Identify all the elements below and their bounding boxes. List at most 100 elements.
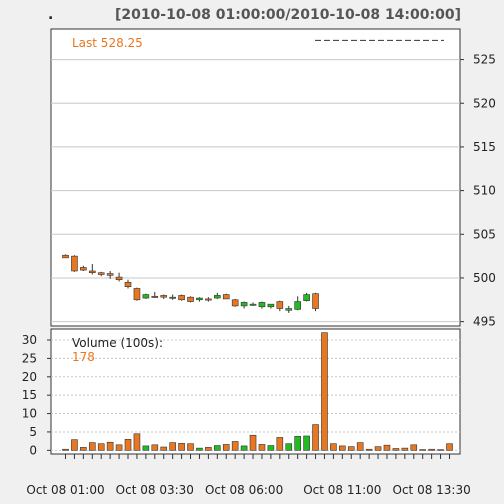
candle-body — [71, 255, 78, 272]
volume-panel — [50, 328, 461, 455]
x-tick-label: Oct 08 03:30 — [116, 483, 194, 497]
volume-bar — [401, 447, 409, 451]
candle — [142, 293, 150, 299]
volume-bar — [151, 444, 159, 451]
candle — [115, 272, 123, 282]
candle — [196, 297, 203, 302]
volume-bar — [97, 443, 105, 451]
volume-bar — [196, 447, 203, 451]
candle — [88, 263, 96, 275]
volume-bar — [71, 439, 78, 451]
volume-bar — [285, 443, 293, 451]
volume-bar — [294, 436, 301, 451]
price-tick-label: 525 — [473, 53, 496, 67]
volume-bar — [383, 444, 391, 451]
volume-bar — [124, 438, 132, 451]
x-tick-label: Oct 08 01:00 — [26, 483, 104, 497]
price-tick-label: 520 — [473, 96, 496, 110]
volume-bar — [276, 437, 284, 451]
candle — [249, 302, 257, 306]
price-tick-label: 510 — [473, 184, 496, 198]
volume-bar — [231, 441, 239, 451]
candle-body — [249, 303, 257, 306]
volume-bar — [249, 434, 257, 451]
candle-body — [303, 294, 310, 301]
candle — [285, 305, 293, 313]
volume-last-value: 178 — [72, 350, 95, 364]
candle — [240, 301, 248, 309]
volume-bar — [321, 332, 328, 451]
candle-body — [178, 295, 185, 301]
last-price-label: Last 528.25 — [72, 36, 143, 50]
volume-bar — [115, 444, 123, 451]
volume-bar — [437, 449, 444, 451]
x-tick-label: Oct 08 13:30 — [393, 483, 471, 497]
candle-body — [222, 294, 230, 300]
candle-body — [142, 294, 150, 299]
volume-bar — [267, 445, 275, 451]
volume-bar — [303, 435, 310, 451]
candle-body — [267, 303, 275, 308]
volume-tick-label: 10 — [22, 407, 37, 421]
candle — [124, 279, 132, 289]
volume-tick-label: 15 — [22, 388, 37, 402]
volume-bar — [356, 442, 364, 451]
candle-body — [276, 301, 284, 309]
volume-bar — [240, 445, 248, 451]
candle — [312, 292, 319, 312]
candle-body — [151, 295, 159, 298]
candle — [231, 298, 239, 307]
candle — [267, 303, 275, 309]
volume-bar — [446, 443, 453, 451]
volume-bar — [187, 443, 194, 451]
volume-tick-label: 0 — [29, 443, 37, 457]
volume-bar — [106, 441, 114, 451]
price-y-axis: 495 500 505 510 515 520 525 — [460, 53, 496, 329]
volume-bar — [419, 449, 427, 451]
candle-body — [169, 296, 176, 299]
candle — [303, 292, 310, 302]
candle-body — [133, 288, 141, 301]
x-tick-label: Oct 08 06:00 — [205, 483, 283, 497]
volume-bar — [160, 446, 168, 451]
volume-bar — [142, 445, 150, 451]
candle-body — [285, 308, 293, 311]
volume-bar — [339, 445, 346, 451]
volume-bar — [374, 446, 382, 451]
volume-grid — [51, 339, 460, 451]
price-panel — [50, 28, 461, 327]
volume-bar — [222, 444, 230, 451]
volume-bar — [62, 448, 69, 451]
volume-tick-label: 25 — [22, 351, 37, 365]
candle-body — [80, 267, 87, 271]
volume-tick-label: 20 — [22, 370, 37, 384]
candle-body — [214, 295, 221, 299]
volume-bar — [312, 424, 319, 451]
candle-body — [124, 282, 132, 287]
x-axis: Oct 08 01:00 Oct 08 03:30 Oct 08 06:00 Oct … — [26, 454, 471, 497]
price-tick-label: 515 — [473, 140, 496, 154]
candle — [187, 296, 194, 303]
x-tick-label: Oct 08 11:00 — [303, 483, 381, 497]
price-tick-label: 500 — [473, 271, 496, 285]
candle-body — [205, 298, 212, 301]
candle-body — [312, 293, 319, 309]
volume-bar — [133, 433, 141, 451]
candle — [80, 265, 87, 271]
volume-y-axis: 0 5 10 15 20 25 30 — [22, 333, 51, 457]
volume-bar — [365, 448, 373, 451]
volume-bar — [347, 446, 355, 451]
volume-tick-label: 5 — [29, 425, 37, 439]
volume-bar — [205, 447, 212, 451]
volume-bar — [80, 447, 87, 451]
price-tick-label: 495 — [473, 315, 496, 329]
volume-bar — [392, 448, 400, 451]
volume-bars — [62, 332, 453, 451]
candle — [222, 293, 230, 300]
volume-title: Volume (100s): — [72, 336, 163, 350]
candle — [205, 297, 212, 302]
candle — [62, 254, 69, 259]
candle — [160, 294, 168, 299]
chart-title: [2010-10-08 01:00:00/2010-10-08 14:00:00… — [115, 7, 461, 23]
